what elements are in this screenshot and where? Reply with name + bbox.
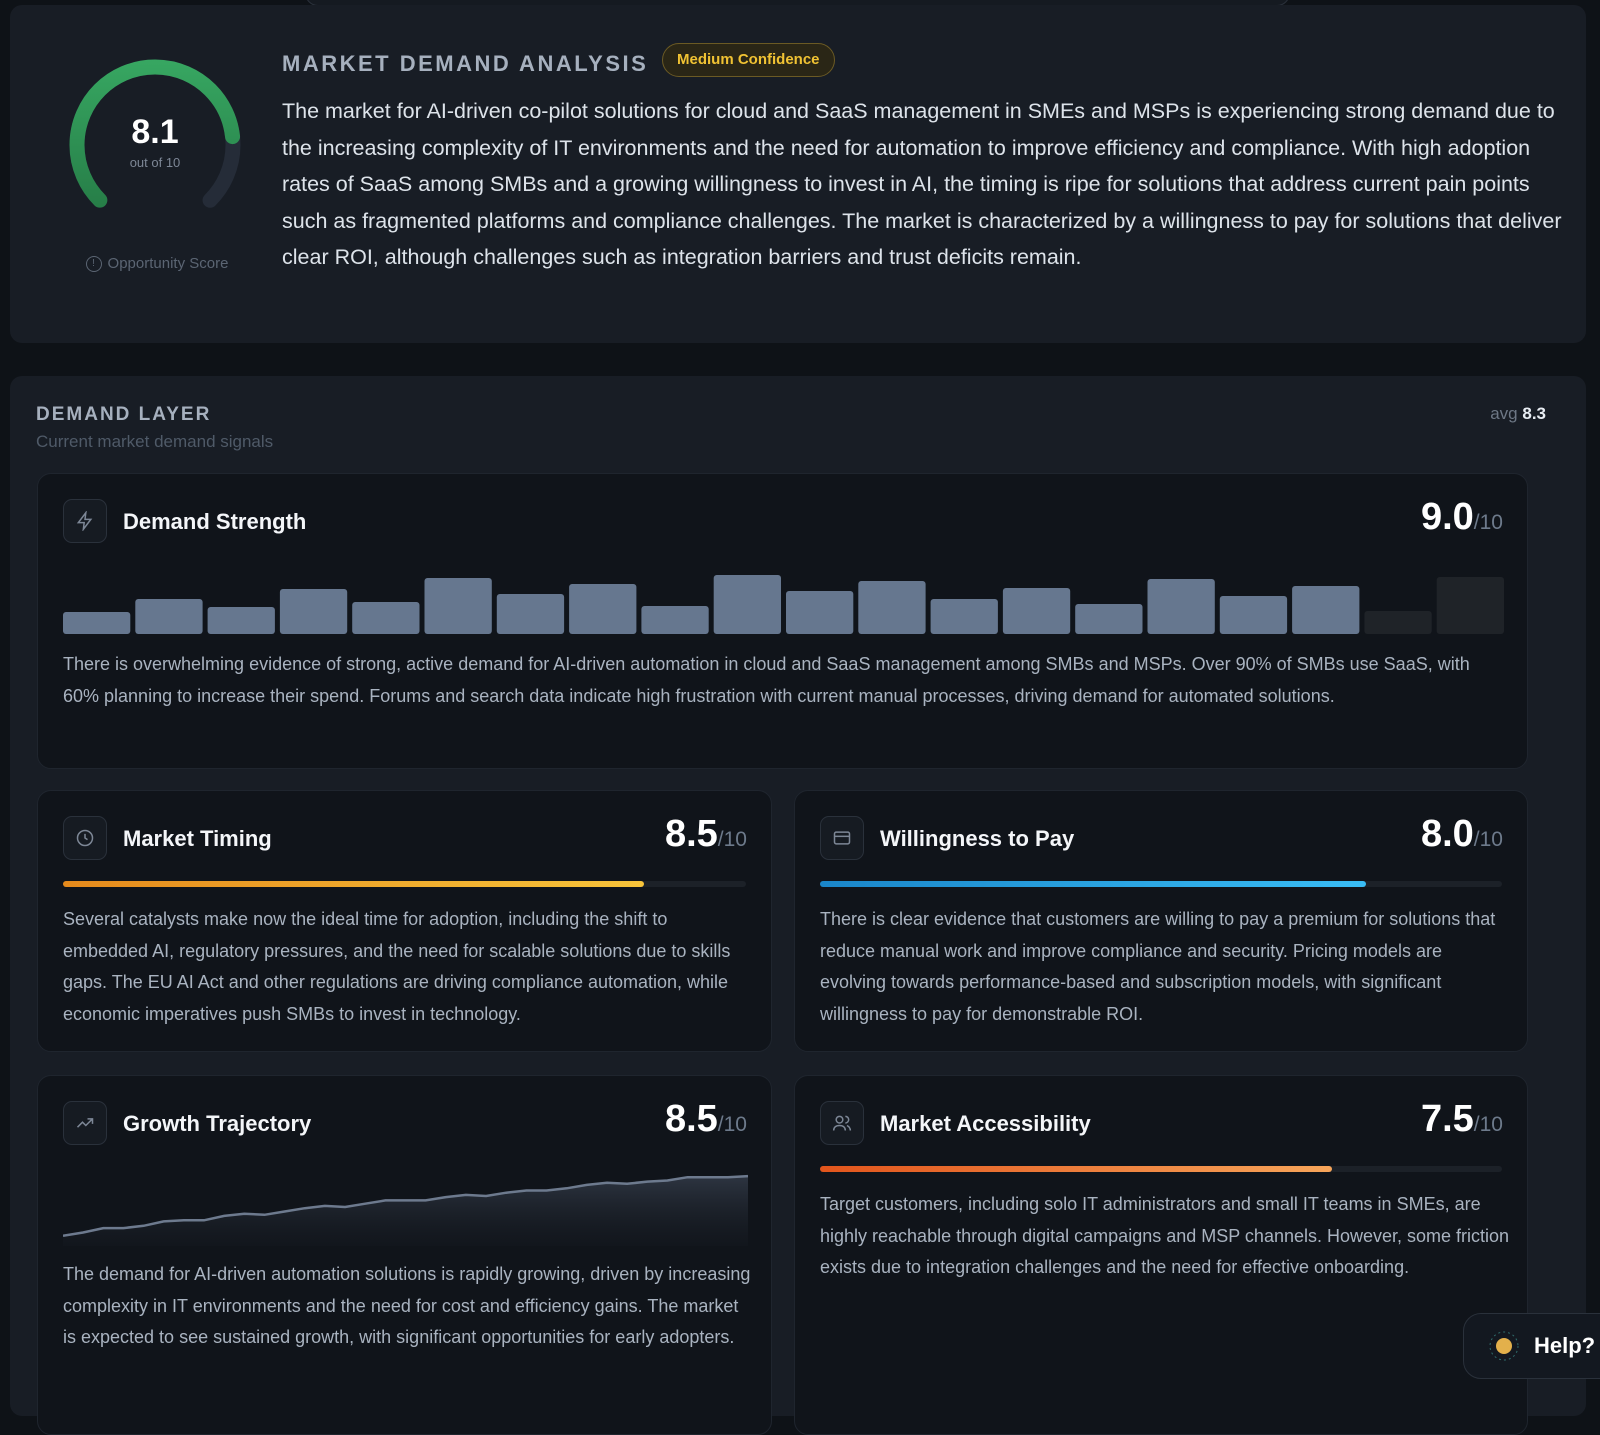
layer-title: DEMAND LAYER	[36, 404, 212, 425]
opportunity-score-gauge	[69, 59, 241, 231]
market-timing-card: Market Timing 8.5/10 Several catalysts m…	[37, 790, 772, 1052]
demand-bar	[1219, 596, 1288, 634]
card-score: 8.5/10	[665, 1098, 747, 1141]
score-value: 8.0	[1420, 813, 1474, 855]
demand-bar	[858, 581, 926, 634]
progress-fill	[63, 881, 644, 887]
demand-bar	[279, 589, 348, 634]
score-value: 8.5	[664, 1098, 718, 1140]
growth-trajectory-card: Growth Trajectory 8.5/10 The demand for …	[37, 1075, 772, 1435]
score-max: /10	[1473, 828, 1503, 851]
score-max-label: out of 10	[129, 155, 181, 170]
card-title: Market Timing	[123, 826, 272, 851]
avg-label: avg	[1490, 404, 1518, 423]
progress-track	[820, 1166, 1502, 1172]
demand-bar	[1364, 611, 1432, 634]
clock-icon	[63, 816, 107, 860]
card-score: 7.5/10	[1421, 1098, 1503, 1141]
score-max: /10	[717, 828, 747, 851]
help-label: Help?	[1534, 1333, 1596, 1358]
demand-bar	[1002, 588, 1071, 634]
card-title: Demand Strength	[123, 509, 307, 534]
demand-bar	[424, 578, 492, 634]
willingness-to-pay-card: Willingness to Pay 8.0/10 There is clear…	[794, 790, 1528, 1052]
demand-layer-section: DEMAND LAYER Current market demand signa…	[10, 376, 1586, 1435]
market-demand-analysis-card: 8.1 out of 10 ! Opportunity Score MARKET …	[10, 5, 1586, 343]
demand-bar-chart	[63, 575, 1504, 634]
growth-area-fill	[63, 1176, 748, 1246]
demand-bar	[1292, 586, 1360, 634]
opportunity-score-label[interactable]: ! Opportunity Score	[67, 255, 247, 272]
progress-track	[820, 881, 1502, 887]
card-description: Several catalysts make now the ideal tim…	[63, 909, 731, 1024]
card-score: 8.5/10	[665, 813, 747, 856]
layer-subtitle: Current market demand signals	[36, 432, 274, 451]
progress-fill	[820, 881, 1366, 887]
layer-average: avg 8.3	[1490, 404, 1546, 424]
card-title: Market Accessibility	[880, 1111, 1091, 1136]
score-max: /10	[717, 1113, 747, 1136]
help-button[interactable]: Help?	[1463, 1313, 1600, 1379]
help-orb-icon	[1489, 1331, 1519, 1361]
demand-bar	[930, 599, 998, 634]
score-value: 8.5	[664, 813, 718, 855]
growth-line	[63, 1174, 748, 1238]
avg-value: 8.3	[1522, 404, 1546, 423]
demand-bar	[63, 612, 131, 634]
score-max: /10	[1473, 511, 1503, 534]
card-description: There is overwhelming evidence of strong…	[63, 654, 1470, 706]
credit-card-icon	[820, 816, 864, 860]
score-value: 9.0	[1420, 496, 1474, 538]
demand-bar	[569, 584, 637, 634]
demand-bar	[1075, 604, 1143, 634]
section-title: MARKET DEMAND ANALYSIS	[282, 51, 649, 76]
summary-text: The market for AI-driven co-pilot soluti…	[282, 99, 1562, 269]
demand-bar	[1436, 577, 1504, 634]
score-value: 7.5	[1420, 1098, 1474, 1140]
opportunity-score-text: Opportunity Score	[107, 255, 229, 272]
card-description: The demand for AI-driven automation solu…	[63, 1264, 751, 1347]
demand-bar	[496, 594, 565, 634]
demand-bar	[1147, 579, 1215, 634]
growth-area-chart	[63, 1174, 748, 1246]
card-score: 9.0/10	[1421, 496, 1503, 539]
card-title: Growth Trajectory	[123, 1111, 312, 1136]
card-description: Target customers, including solo IT admi…	[820, 1194, 1510, 1277]
demand-strength-card: Demand Strength 9.0/10 There is overwhel…	[37, 473, 1528, 769]
users-icon	[820, 1101, 864, 1145]
market-accessibility-card: Market Accessibility 7.5/10 Target custo…	[794, 1075, 1528, 1435]
info-icon: !	[85, 255, 102, 272]
demand-bar	[713, 575, 781, 634]
opportunity-score-value: 8.1	[131, 113, 179, 151]
demand-bar	[786, 591, 854, 634]
demand-bar	[207, 607, 275, 634]
confidence-badge: Medium Confidence	[662, 43, 835, 77]
lightning-icon	[63, 499, 107, 543]
demand-bar	[135, 599, 203, 634]
progress-fill	[820, 1166, 1332, 1172]
demand-bar	[352, 602, 420, 634]
demand-bar	[641, 606, 709, 634]
card-title: Willingness to Pay	[880, 826, 1075, 851]
trending-up-icon	[63, 1101, 107, 1145]
card-description: There is clear evidence that customers a…	[820, 909, 1496, 1024]
score-max: /10	[1473, 1113, 1503, 1136]
progress-track	[63, 881, 746, 887]
card-score: 8.0/10	[1421, 813, 1503, 856]
